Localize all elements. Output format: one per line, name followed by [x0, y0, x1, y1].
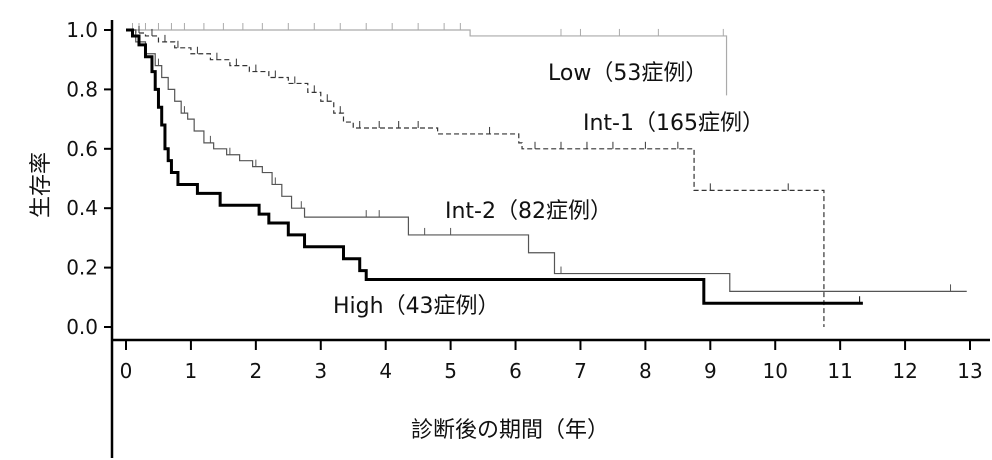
y-tick-label-4: 0.8 — [66, 77, 98, 101]
x-tick-label-6: 6 — [509, 359, 522, 383]
series-label-3: High（43症例） — [333, 294, 500, 319]
series-label-0: Low（53症例） — [548, 61, 707, 86]
series-label-1: Int-1（165症例） — [583, 111, 764, 136]
series-1 — [126, 25, 825, 327]
series-line-3 — [126, 28, 863, 305]
series-2 — [126, 29, 967, 292]
x-tick-label-5: 5 — [444, 359, 457, 383]
x-tick-label-8: 8 — [639, 359, 652, 383]
x-tick-label-2: 2 — [249, 359, 262, 383]
x-tick-label-12: 12 — [892, 359, 917, 383]
series-line-0 — [126, 29, 728, 96]
series-label-2: Int-2（82症例） — [445, 199, 612, 224]
y-axis-title: 生存率 — [29, 152, 54, 218]
x-tick-label-9: 9 — [704, 359, 717, 383]
y-tick-label-2: 0.4 — [66, 196, 98, 220]
x-tick-label-7: 7 — [574, 359, 587, 383]
x-tick-label-13: 13 — [957, 359, 982, 383]
series-line-2 — [126, 29, 967, 292]
x-tick-label-0: 0 — [120, 359, 133, 383]
y-tick-label-1: 0.2 — [66, 256, 98, 280]
y-tick-label-0: 0.0 — [66, 315, 98, 339]
x-tick-label-10: 10 — [763, 359, 788, 383]
y-tick-label-5: 1.0 — [66, 18, 98, 42]
x-axis-title: 診断後の期間（年） — [411, 418, 609, 443]
x-tick-label-4: 4 — [379, 359, 392, 383]
x-tick-label-1: 1 — [185, 359, 198, 383]
series-labels: Low（53症例） Int-1（165症例） Int-2（82症例） High（43症… — [333, 61, 764, 319]
x-tick-label-3: 3 — [314, 359, 327, 383]
x-tick-label-11: 11 — [827, 359, 852, 383]
survival-curves — [126, 23, 967, 327]
series-3 — [126, 28, 863, 305]
series-line-1 — [126, 29, 825, 327]
y-tick-label-3: 0.6 — [66, 137, 98, 161]
axes: 0.00.20.40.60.81.00 1 2 3 4 5 6 7 8 9 10 11 12 13診断後の… — [29, 18, 990, 458]
